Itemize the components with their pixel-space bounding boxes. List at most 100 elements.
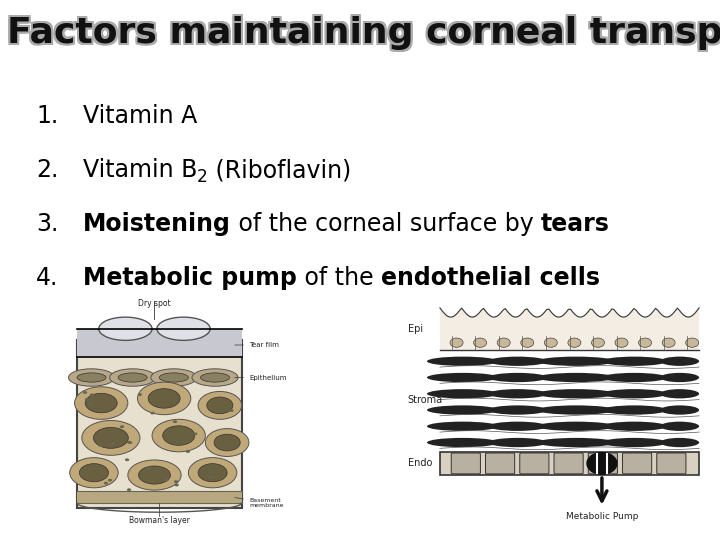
Ellipse shape	[214, 434, 240, 451]
Ellipse shape	[198, 392, 242, 419]
Ellipse shape	[70, 457, 118, 488]
Ellipse shape	[94, 428, 128, 448]
Text: 2.: 2.	[36, 158, 58, 182]
Ellipse shape	[128, 441, 132, 444]
Ellipse shape	[660, 373, 699, 382]
Ellipse shape	[85, 398, 89, 401]
Text: Epithelium: Epithelium	[235, 375, 287, 381]
Text: Factors maintaining corneal transparency: Factors maintaining corneal transparency	[9, 16, 720, 50]
Ellipse shape	[189, 457, 237, 488]
Text: Factors maintaining corneal transparency: Factors maintaining corneal transparency	[7, 14, 720, 48]
Ellipse shape	[498, 338, 510, 347]
Ellipse shape	[209, 476, 213, 478]
FancyBboxPatch shape	[657, 453, 686, 474]
Ellipse shape	[602, 389, 667, 399]
Text: Factors maintaining corneal transparency: Factors maintaining corneal transparency	[7, 18, 720, 52]
Text: Basement
membrane: Basement membrane	[235, 497, 284, 508]
Text: Vitamin B: Vitamin B	[83, 158, 197, 182]
Ellipse shape	[591, 338, 604, 347]
Ellipse shape	[99, 317, 152, 340]
Ellipse shape	[537, 438, 615, 447]
Ellipse shape	[104, 482, 108, 484]
Ellipse shape	[537, 422, 615, 431]
Ellipse shape	[200, 373, 230, 382]
Ellipse shape	[427, 406, 498, 415]
Ellipse shape	[159, 373, 189, 382]
Ellipse shape	[108, 479, 112, 482]
Ellipse shape	[229, 409, 234, 412]
Ellipse shape	[537, 356, 615, 366]
FancyBboxPatch shape	[485, 453, 515, 474]
Ellipse shape	[75, 387, 128, 419]
FancyBboxPatch shape	[623, 453, 652, 474]
Ellipse shape	[660, 406, 699, 415]
Ellipse shape	[151, 369, 197, 386]
Ellipse shape	[186, 450, 190, 453]
Ellipse shape	[163, 426, 194, 445]
Ellipse shape	[488, 373, 547, 382]
Ellipse shape	[85, 393, 117, 413]
Ellipse shape	[639, 338, 652, 347]
Text: Factors maintaining corneal transparency: Factors maintaining corneal transparency	[6, 18, 720, 52]
Ellipse shape	[488, 389, 547, 399]
Ellipse shape	[660, 422, 699, 431]
Text: Factors maintaining corneal transparency: Factors maintaining corneal transparency	[9, 14, 720, 48]
FancyBboxPatch shape	[554, 453, 583, 474]
Text: 2: 2	[197, 168, 208, 186]
Ellipse shape	[602, 356, 667, 366]
Ellipse shape	[99, 444, 103, 447]
Ellipse shape	[118, 373, 147, 382]
Ellipse shape	[544, 338, 557, 347]
Ellipse shape	[450, 338, 463, 347]
Ellipse shape	[660, 389, 699, 399]
Ellipse shape	[192, 369, 238, 386]
Text: Metabolic pump: Metabolic pump	[83, 266, 297, 290]
Ellipse shape	[174, 480, 178, 483]
Ellipse shape	[427, 356, 498, 366]
Text: Metabolic Pump: Metabolic Pump	[566, 512, 638, 521]
Ellipse shape	[685, 338, 698, 347]
FancyBboxPatch shape	[77, 329, 242, 356]
Ellipse shape	[147, 467, 151, 469]
Ellipse shape	[207, 397, 233, 414]
Ellipse shape	[79, 464, 109, 482]
Ellipse shape	[521, 338, 534, 347]
Ellipse shape	[615, 338, 628, 347]
Text: (Riboflavin): (Riboflavin)	[208, 158, 351, 182]
Text: endothelial cells: endothelial cells	[381, 266, 600, 290]
Ellipse shape	[90, 394, 94, 396]
Ellipse shape	[488, 356, 547, 366]
Ellipse shape	[427, 373, 498, 382]
Ellipse shape	[127, 488, 131, 491]
Text: 4.: 4.	[36, 266, 58, 290]
FancyBboxPatch shape	[77, 340, 242, 508]
Text: Factors maintaining corneal transparency: Factors maintaining corneal transparency	[6, 16, 720, 50]
Ellipse shape	[150, 411, 155, 415]
Ellipse shape	[660, 438, 699, 447]
Ellipse shape	[205, 429, 249, 456]
Ellipse shape	[602, 422, 667, 431]
Text: 3.: 3.	[36, 212, 58, 236]
Text: Epi: Epi	[408, 324, 423, 334]
Ellipse shape	[488, 422, 547, 431]
Text: Tear film: Tear film	[235, 342, 279, 348]
Ellipse shape	[488, 438, 547, 447]
Ellipse shape	[125, 458, 130, 461]
Ellipse shape	[68, 369, 114, 386]
Ellipse shape	[602, 438, 667, 447]
FancyBboxPatch shape	[77, 491, 242, 503]
Ellipse shape	[198, 464, 227, 482]
Text: Factors maintaining corneal transparency: Factors maintaining corneal transparency	[7, 16, 720, 50]
Ellipse shape	[138, 466, 171, 484]
Ellipse shape	[568, 338, 581, 347]
Ellipse shape	[171, 494, 176, 497]
FancyBboxPatch shape	[520, 453, 549, 474]
Polygon shape	[440, 308, 699, 350]
Text: Endo: Endo	[408, 458, 432, 468]
Ellipse shape	[138, 382, 191, 415]
Text: Stroma: Stroma	[408, 395, 443, 404]
Ellipse shape	[427, 389, 498, 399]
FancyBboxPatch shape	[440, 452, 699, 475]
Text: Vitamin A: Vitamin A	[83, 104, 197, 128]
Ellipse shape	[152, 419, 205, 452]
